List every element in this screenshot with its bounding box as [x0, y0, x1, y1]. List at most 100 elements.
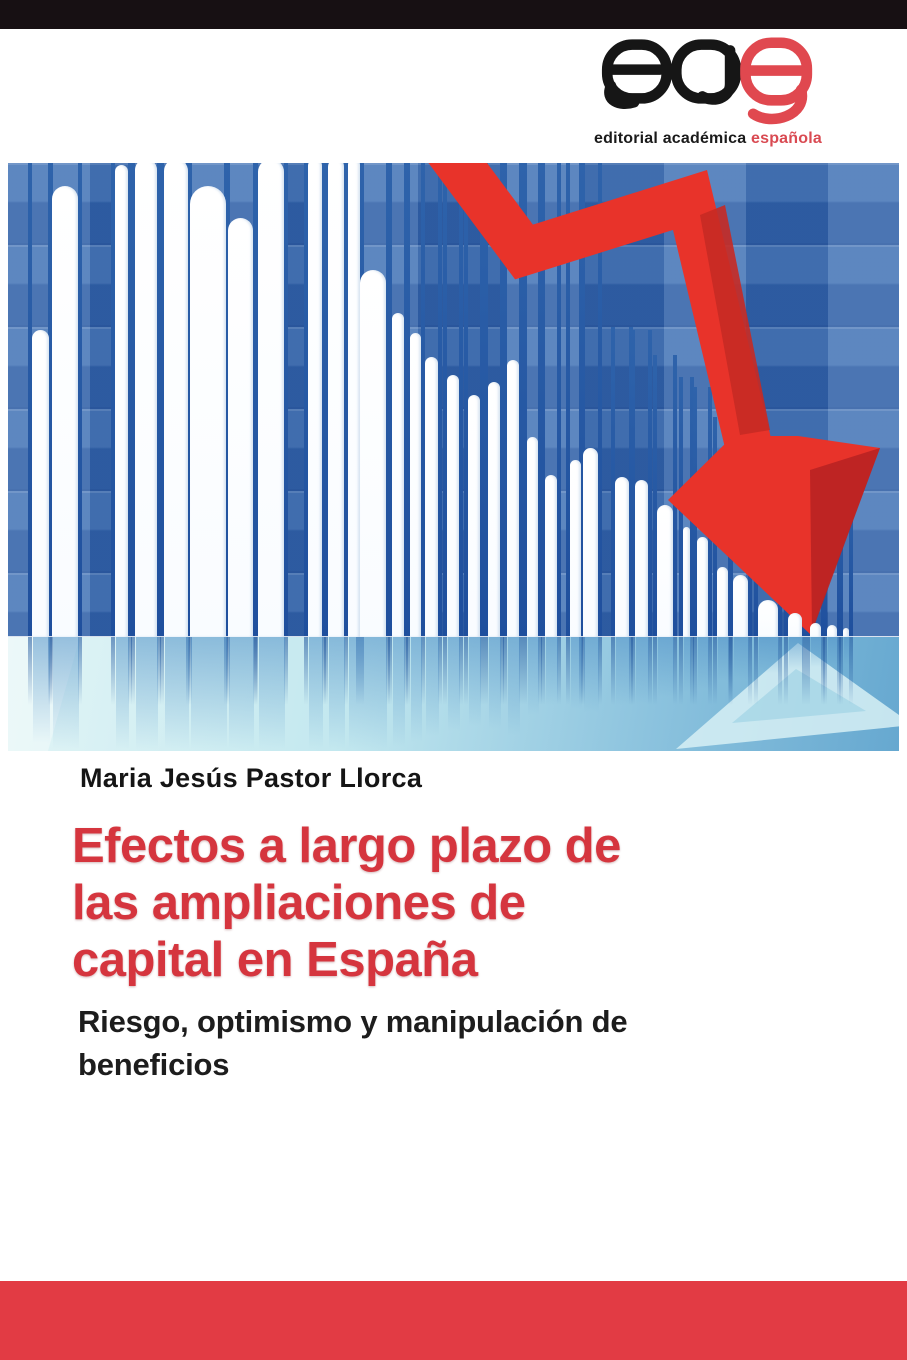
bar	[52, 186, 78, 637]
book-subtitle: Riesgo, optimismo y manipulación de bene…	[78, 1000, 628, 1086]
stripe-refl	[581, 637, 585, 705]
stripe	[519, 163, 523, 637]
stripe	[523, 163, 527, 637]
bar-refl	[811, 637, 822, 667]
bar-refl	[528, 637, 539, 715]
bar	[228, 218, 253, 637]
stripe	[128, 163, 132, 637]
bar	[717, 567, 728, 637]
stripe	[438, 163, 442, 637]
stripe	[566, 163, 570, 637]
stripe-refl	[690, 637, 694, 705]
stripe	[484, 163, 488, 637]
bar-refl	[469, 637, 481, 726]
red-declining-arrow	[428, 163, 880, 634]
stripe-refl	[503, 637, 507, 705]
stripe-refl	[464, 637, 468, 705]
title-line-2: las ampliaciones de	[72, 876, 526, 930]
stripe	[186, 163, 190, 637]
stripe-refl	[778, 637, 782, 705]
stripe-refl	[421, 637, 425, 705]
stripe-refl	[284, 637, 288, 705]
stripe-refl	[693, 637, 697, 705]
stripe-refl	[443, 637, 447, 705]
bar-refl	[698, 637, 709, 689]
bar	[392, 313, 404, 637]
stripe-refl	[160, 637, 164, 705]
bar	[615, 477, 629, 637]
stripe-refl	[157, 637, 161, 705]
bar-refl	[508, 637, 520, 736]
top-black-bar	[0, 0, 907, 29]
bar	[360, 270, 386, 637]
stripe-refl	[673, 637, 677, 705]
stripe-refl	[566, 637, 570, 705]
stripe	[581, 163, 585, 637]
bar-refl	[361, 637, 387, 749]
bar-refl	[636, 637, 649, 704]
stripe-refl	[111, 637, 115, 705]
stripe	[480, 163, 484, 637]
stripe	[611, 327, 615, 637]
stripe	[631, 330, 635, 637]
stripe	[579, 163, 583, 637]
stripe-refl	[784, 637, 788, 705]
bar-refl	[309, 637, 323, 749]
bar	[527, 437, 538, 637]
stripe	[254, 163, 258, 637]
bar-refl	[759, 637, 779, 673]
stripe	[557, 163, 561, 637]
stripe	[157, 163, 161, 637]
bar-refl	[616, 637, 630, 705]
stripe-refl	[679, 637, 683, 705]
stripe	[653, 355, 657, 637]
stripe-refl	[78, 637, 82, 705]
stripe	[28, 163, 32, 637]
stripe-refl	[438, 637, 442, 705]
stripe	[541, 163, 545, 637]
bar	[733, 575, 748, 637]
stripe	[160, 163, 164, 637]
cover-illustration	[8, 163, 899, 751]
bar-refl	[33, 637, 50, 743]
bar	[425, 357, 438, 637]
bar	[410, 333, 421, 637]
stripe	[503, 163, 507, 637]
bar-refl	[571, 637, 582, 710]
publisher-logo-block: editorial académica española	[588, 36, 828, 148]
stripe-refl	[538, 637, 542, 705]
bar	[488, 382, 500, 637]
bar	[657, 505, 673, 637]
stripe-refl	[484, 637, 488, 705]
stripe	[598, 163, 602, 637]
stripe-refl	[128, 637, 132, 705]
stripe-refl	[344, 637, 348, 705]
bar	[468, 395, 480, 637]
stripe	[500, 163, 504, 637]
bar	[328, 163, 344, 637]
stripe-refl	[28, 637, 32, 705]
bar-refl	[844, 637, 850, 666]
bar-refl	[53, 637, 79, 749]
subtitle-line-1: Riesgo, optimismo y manipulación de	[78, 1004, 628, 1039]
stripe	[78, 163, 82, 637]
stripe-refl	[653, 637, 657, 705]
bar-refl	[718, 637, 729, 682]
stripe	[48, 163, 52, 637]
stripe	[324, 163, 328, 637]
bar-refl	[734, 637, 749, 680]
bottom-red-band	[0, 1281, 907, 1360]
stripe	[406, 163, 410, 637]
bar	[135, 163, 157, 637]
bar	[507, 360, 519, 637]
bar	[115, 165, 128, 637]
bar-refl	[116, 637, 129, 749]
stripe-refl	[459, 637, 463, 705]
bar-refl	[411, 637, 422, 743]
stripe-refl	[541, 637, 545, 705]
stripe	[648, 330, 652, 637]
bar	[447, 375, 459, 637]
bar-refl	[448, 637, 460, 732]
title-line-1: Efectos a largo plazo de	[72, 819, 621, 873]
